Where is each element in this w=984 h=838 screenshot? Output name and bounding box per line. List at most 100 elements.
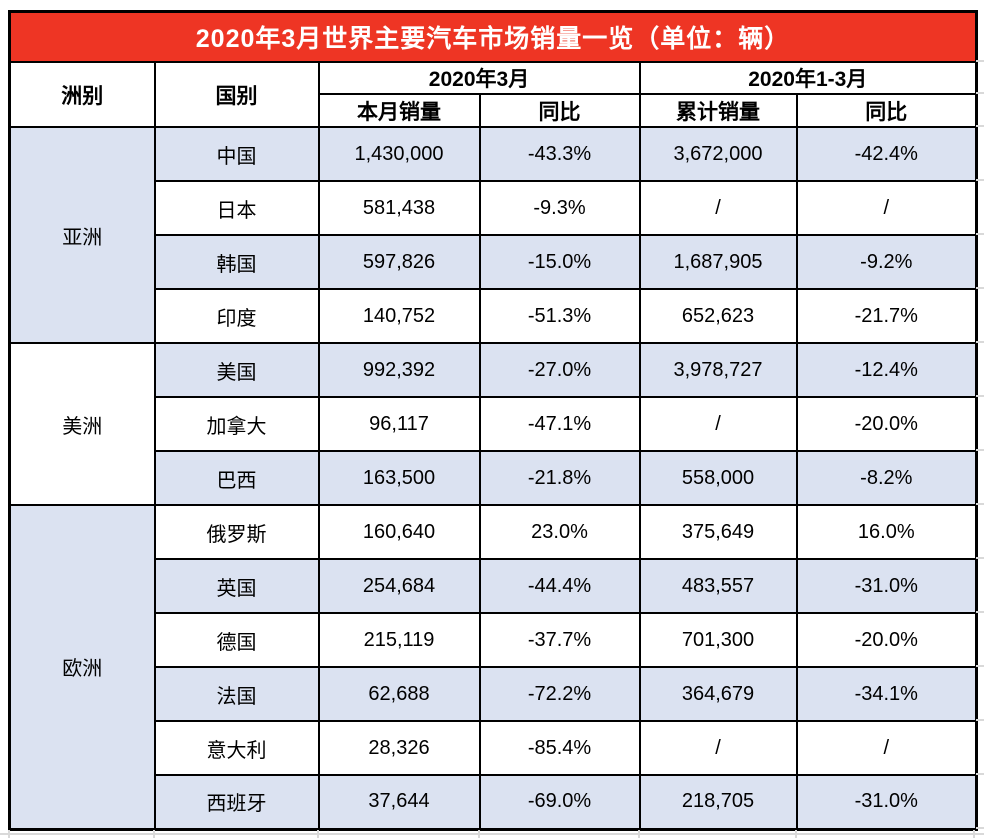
cumulative-sales-cell: /	[638, 720, 798, 776]
monthly-yoy-cell: -9.3%	[478, 180, 641, 236]
header-country: 国别	[153, 61, 320, 128]
cumulative-sales-cell: 218,705	[638, 774, 798, 830]
table-row: 日本 581,438 -9.3% / /	[10, 180, 978, 236]
country-cell: 西班牙	[153, 774, 320, 830]
monthly-yoy-cell: -69.0%	[478, 774, 641, 830]
gridline-stub	[976, 665, 984, 667]
monthly-sales-cell: 215,119	[317, 612, 481, 668]
table-row: 韩国 597,826 -15.0% 1,687,905 -9.2%	[10, 234, 978, 290]
cumulative-yoy-cell: -34.1%	[795, 666, 978, 722]
monthly-sales-cell: 140,752	[317, 288, 481, 344]
table-header-row-groups: 洲别 国别 2020年3月 2020年1-3月	[8, 61, 978, 128]
monthly-yoy-cell: -37.7%	[478, 612, 641, 668]
country-cell: 印度	[153, 288, 320, 344]
table-row: 意大利 28,326 -85.4% / /	[10, 720, 978, 776]
cumulative-sales-cell: 701,300	[638, 612, 798, 668]
table-row: 巴西 163,500 -21.8% 558,000 -8.2%	[10, 450, 978, 506]
gridline-stub	[976, 557, 984, 559]
monthly-yoy-cell: -43.3%	[478, 126, 641, 182]
continent-cell: 欧洲	[8, 504, 156, 830]
gridline-stub	[976, 503, 984, 505]
sales-table: 2020年3月世界主要汽车市场销量一览（单位：辆） 洲别 国别 2020年3月 …	[8, 10, 979, 831]
table-body: 亚洲 中国 1,430,000 -43.3% 3,672,000 -42.4% 日本 581,…	[8, 126, 978, 830]
gridline-stub	[976, 719, 984, 721]
monthly-yoy-cell: -72.2%	[478, 666, 641, 722]
header-group-march: 2020年3月	[317, 61, 641, 95]
gridline-stub	[976, 287, 984, 289]
country-cell: 俄罗斯	[153, 504, 320, 560]
table-title-row: 2020年3月世界主要汽车市场销量一览（单位：辆）	[8, 10, 978, 63]
gridline-stub	[976, 395, 984, 397]
country-cell: 英国	[153, 558, 320, 614]
country-cell: 加拿大	[153, 396, 320, 452]
monthly-yoy-cell: -44.4%	[478, 558, 641, 614]
table-header-row-metrics: 本月销量 同比 累计销量 同比	[10, 93, 978, 128]
cumulative-sales-cell: 3,978,727	[638, 342, 798, 398]
country-cell: 美国	[153, 342, 320, 398]
cumulative-sales-cell: 483,557	[638, 558, 798, 614]
monthly-sales-cell: 163,500	[317, 450, 481, 506]
country-cell: 意大利	[153, 720, 320, 776]
gridline-stub	[976, 827, 984, 829]
cumulative-yoy-cell: 16.0%	[795, 504, 978, 560]
header-monthly-yoy: 同比	[478, 93, 641, 128]
cumulative-yoy-cell: -31.0%	[795, 774, 978, 830]
table-row: 欧洲 俄罗斯 160,640 23.0% 375,649 16.0%	[8, 504, 978, 830]
gridline-stub	[976, 611, 984, 613]
cumulative-yoy-cell: -20.0%	[795, 396, 978, 452]
gridline-stub	[976, 179, 984, 181]
table-row: 印度 140,752 -51.3% 652,623 -21.7%	[10, 288, 978, 344]
cumulative-sales-cell: /	[638, 180, 798, 236]
cumulative-sales-cell: /	[638, 396, 798, 452]
monthly-yoy-cell: -15.0%	[478, 234, 641, 290]
gridline-stub	[976, 341, 984, 343]
table-row: 加拿大 96,117 -47.1% / -20.0%	[10, 396, 978, 452]
monthly-sales-cell: 160,640	[317, 504, 481, 560]
monthly-yoy-cell: -21.8%	[478, 450, 641, 506]
monthly-sales-cell: 62,688	[317, 666, 481, 722]
country-cell: 巴西	[153, 450, 320, 506]
monthly-sales-cell: 254,684	[317, 558, 481, 614]
cumulative-sales-cell: 3,672,000	[638, 126, 798, 182]
continent-cell: 亚洲	[8, 126, 156, 344]
gridline-stub	[0, 833, 984, 835]
header-group-q1: 2020年1-3月	[638, 61, 978, 95]
cumulative-yoy-cell: -8.2%	[795, 450, 978, 506]
table-row: 西班牙 37,644 -69.0% 218,705 -31.0%	[10, 774, 978, 830]
country-cell: 韩国	[153, 234, 320, 290]
header-continent: 洲别	[8, 61, 156, 128]
table-row: 德国 215,119 -37.7% 701,300 -20.0%	[10, 612, 978, 668]
gridline-stub	[976, 60, 984, 62]
table-row: 美洲 美国 992,392 -27.0% 3,978,727 -12.4%	[8, 342, 978, 506]
continent-cell: 美洲	[8, 342, 156, 506]
monthly-yoy-cell: 23.0%	[478, 504, 641, 560]
header-cumulative-sales: 累计销量	[638, 93, 798, 128]
table-title: 2020年3月世界主要汽车市场销量一览（单位：辆）	[8, 10, 978, 63]
gridline-stub	[976, 125, 984, 127]
cumulative-sales-cell: 558,000	[638, 450, 798, 506]
monthly-yoy-cell: -85.4%	[478, 720, 641, 776]
gridline-stub	[976, 773, 984, 775]
cumulative-yoy-cell: -20.0%	[795, 612, 978, 668]
monthly-yoy-cell: -27.0%	[478, 342, 641, 398]
country-cell: 德国	[153, 612, 320, 668]
monthly-yoy-cell: -51.3%	[478, 288, 641, 344]
table-row: 法国 62,688 -72.2% 364,679 -34.1%	[10, 666, 978, 722]
country-cell: 日本	[153, 180, 320, 236]
gridline-stub	[976, 449, 984, 451]
cumulative-sales-cell: 375,649	[638, 504, 798, 560]
cumulative-sales-cell: 1,687,905	[638, 234, 798, 290]
monthly-sales-cell: 96,117	[317, 396, 481, 452]
country-cell: 中国	[153, 126, 320, 182]
cumulative-yoy-cell: /	[795, 180, 978, 236]
gridline-stub	[976, 92, 984, 94]
monthly-sales-cell: 28,326	[317, 720, 481, 776]
monthly-yoy-cell: -47.1%	[478, 396, 641, 452]
cumulative-yoy-cell: -9.2%	[795, 234, 978, 290]
monthly-sales-cell: 581,438	[317, 180, 481, 236]
cumulative-yoy-cell: -31.0%	[795, 558, 978, 614]
cumulative-sales-cell: 652,623	[638, 288, 798, 344]
header-cumulative-yoy: 同比	[795, 93, 978, 128]
cumulative-sales-cell: 364,679	[638, 666, 798, 722]
